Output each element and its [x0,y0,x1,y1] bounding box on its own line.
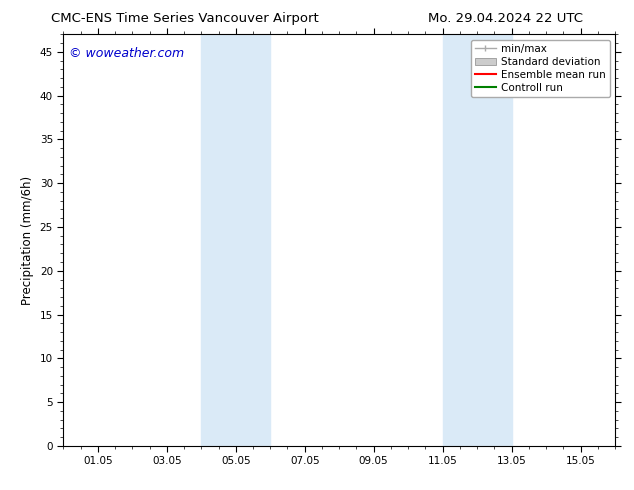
Text: CMC-ENS Time Series Vancouver Airport: CMC-ENS Time Series Vancouver Airport [51,12,318,25]
Bar [202,34,270,446]
Y-axis label: Precipitation (mm/6h): Precipitation (mm/6h) [21,175,34,305]
Bar [443,34,512,446]
Text: © woweather.com: © woweather.com [69,47,184,60]
Legend: min/max, Standard deviation, Ensemble mean run, Controll run: min/max, Standard deviation, Ensemble me… [470,40,610,97]
Text: Mo. 29.04.2024 22 UTC: Mo. 29.04.2024 22 UTC [429,12,583,25]
